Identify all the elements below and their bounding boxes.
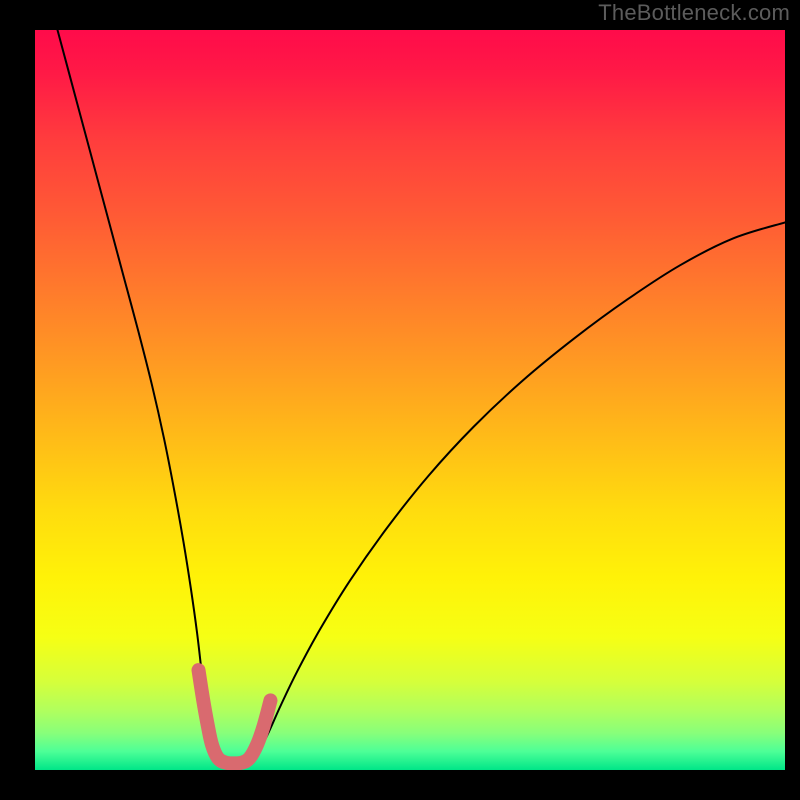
watermark-text: TheBottleneck.com bbox=[598, 0, 790, 26]
plot-area bbox=[35, 30, 785, 770]
gradient-background bbox=[35, 30, 785, 770]
chart-frame: TheBottleneck.com bbox=[0, 0, 800, 800]
bottleneck-chart-svg bbox=[35, 30, 785, 770]
